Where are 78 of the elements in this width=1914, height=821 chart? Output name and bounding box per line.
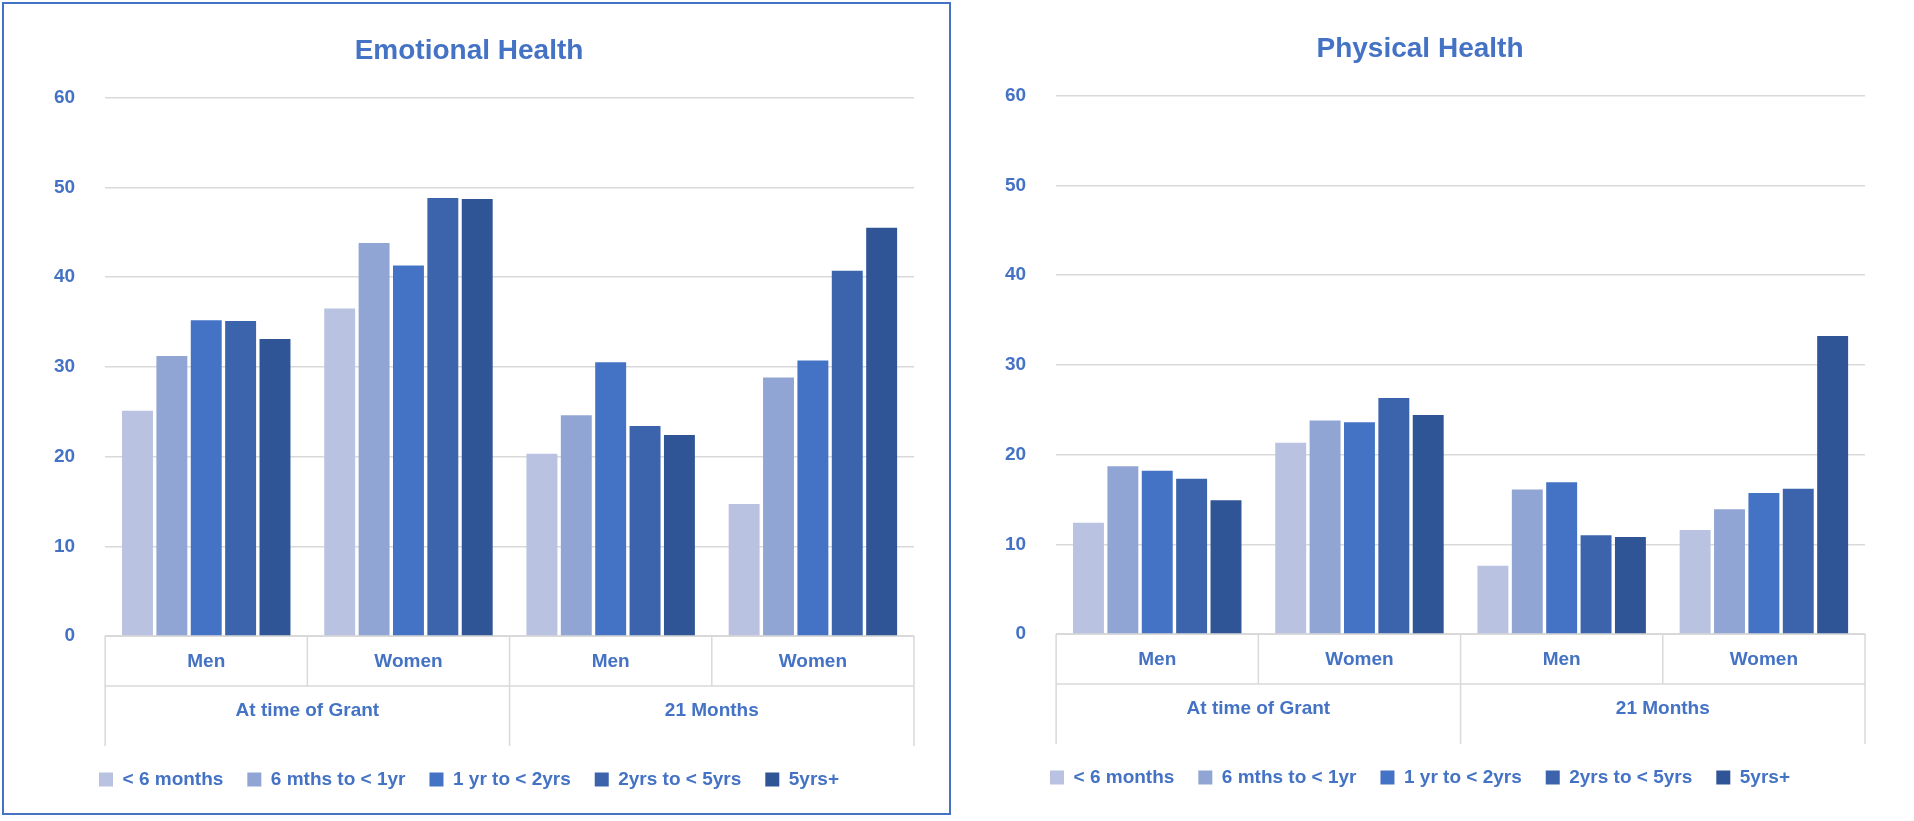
y-tick-label: 10 — [53, 534, 76, 556]
bar — [122, 410, 153, 636]
legend-label: 5yrs+ — [788, 767, 839, 789]
legend-label: 6 mths to < 1yr — [1221, 765, 1358, 787]
y-tick-label: 50 — [1004, 173, 1027, 195]
y-tick-label: 0 — [1015, 622, 1027, 644]
legend-label: 6 mths to < 1yr — [270, 767, 407, 789]
bar — [259, 338, 291, 636]
y-tick-label: 40 — [1004, 263, 1027, 285]
legend-label: 5yrs+ — [1739, 765, 1790, 787]
text: 21 Months — [664, 699, 759, 721]
bar — [1817, 336, 1849, 634]
bar — [1679, 529, 1711, 634]
bar — [560, 415, 592, 636]
text: At time of Grant — [235, 699, 380, 721]
bar — [358, 242, 390, 636]
bar — [797, 360, 829, 636]
y-tick-label: 30 — [1004, 353, 1027, 375]
bar — [1782, 488, 1814, 634]
bar — [629, 426, 661, 636]
chart-title: Physical Health — [1316, 31, 1524, 63]
y-tick-label: 50 — [53, 175, 76, 197]
bar — [1275, 442, 1307, 634]
text: 21 Months — [1615, 697, 1710, 719]
x-tick-label: Women — [1729, 647, 1799, 669]
legend-label: < 6 months — [122, 767, 224, 789]
x-tick-label: Men — [591, 649, 630, 671]
bar — [663, 435, 695, 636]
bar — [1614, 537, 1646, 634]
bar — [526, 453, 558, 636]
bar — [866, 227, 898, 636]
x-tick-label: Men — [1138, 647, 1177, 669]
text: At time of Grant — [1186, 697, 1331, 719]
legend-label: < 6 months — [1073, 765, 1175, 787]
legend-label: 2yrs to < 5yrs — [618, 767, 742, 789]
bar — [595, 362, 627, 636]
bar — [1546, 482, 1578, 634]
y-tick-label: 60 — [53, 85, 76, 107]
bar — [225, 321, 257, 636]
x-tick-label: Men — [1542, 647, 1581, 669]
chart-title: Emotional Health — [354, 33, 584, 65]
bar — [1714, 509, 1745, 634]
y-tick-label: 20 — [1004, 442, 1027, 464]
y-tick-label: 30 — [53, 355, 76, 377]
bar — [1748, 493, 1780, 634]
bar — [1107, 466, 1139, 634]
y-tick-label: 60 — [1004, 83, 1027, 105]
y-tick-label: 40 — [53, 265, 76, 287]
bar — [1378, 398, 1410, 634]
bar — [1309, 420, 1341, 634]
legend-label: 2yrs to < 5yrs — [1569, 765, 1693, 787]
bar — [1210, 500, 1242, 634]
bar — [1412, 415, 1444, 634]
bar — [831, 270, 863, 636]
bar — [461, 199, 493, 636]
legend-label: 1 yr to < 2yrs — [452, 767, 571, 789]
bar — [1073, 522, 1104, 634]
legend-label: 1 yr to < 2yrs — [1403, 765, 1522, 787]
bar — [763, 377, 794, 636]
bar — [1141, 470, 1173, 634]
bar — [392, 265, 424, 636]
x-tick-label: Men — [187, 649, 226, 671]
bar — [1176, 478, 1208, 634]
y-tick-label: 0 — [64, 624, 76, 646]
bar — [156, 356, 188, 636]
bar — [1580, 535, 1612, 634]
bar — [190, 320, 222, 636]
bar — [1511, 489, 1543, 634]
x-tick-label: Women — [1325, 647, 1394, 669]
bar — [427, 198, 459, 636]
x-tick-label: Women — [778, 649, 848, 671]
x-tick-label: Women — [374, 649, 443, 671]
y-tick-label: 10 — [1004, 532, 1027, 554]
bar — [728, 504, 760, 636]
bar — [324, 308, 356, 636]
y-tick-label: 20 — [53, 444, 76, 466]
bar — [1343, 422, 1375, 634]
bar — [1477, 565, 1509, 634]
